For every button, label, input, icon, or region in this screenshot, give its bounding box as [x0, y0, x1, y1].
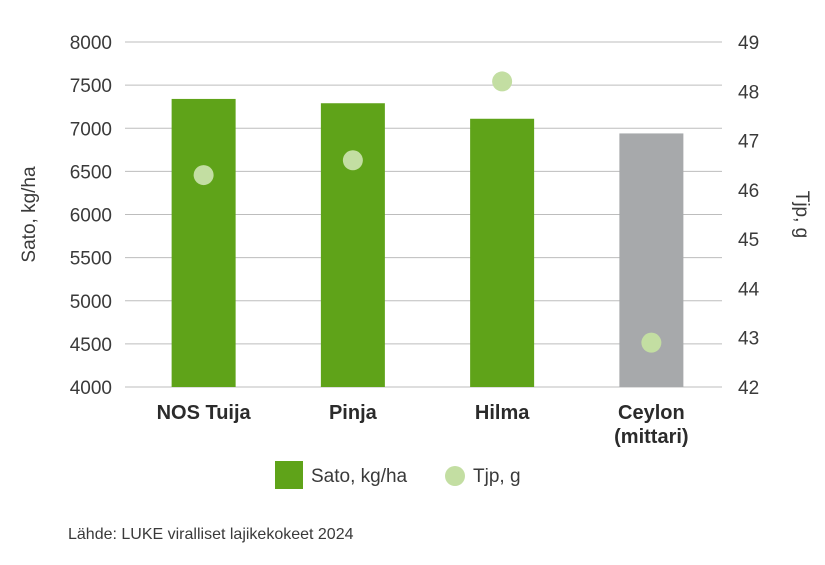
y-left-tick-label: 5000 — [70, 292, 112, 313]
y-right-tick-label: 43 — [738, 329, 759, 350]
legend-label-sato: Sato, kg/ha — [311, 466, 408, 487]
y-left-tick-label: 6000 — [70, 206, 112, 227]
legend-swatch-tjp — [445, 466, 465, 486]
y-left-tick-label: 5500 — [70, 249, 112, 270]
y-left-tick-label: 8000 — [70, 33, 112, 54]
x-category-label: NOS Tuija — [157, 402, 252, 424]
y-right-tick-label: 48 — [738, 82, 759, 103]
y-left-tick-label: 4500 — [70, 335, 112, 356]
y-left-tick-label: 7500 — [70, 76, 112, 97]
bar — [320, 103, 385, 388]
source-note: Lähde: LUKE viralliset lajikekokeet 2024 — [68, 526, 354, 543]
bar — [171, 98, 236, 388]
x-category-label: Hilma — [475, 402, 530, 424]
y-right-tick-label: 42 — [738, 378, 759, 399]
y-right-tick-label: 44 — [738, 279, 760, 300]
tjp-point — [492, 71, 513, 92]
tjp-point — [342, 150, 363, 171]
y-right-axis-title: Tjp, g — [791, 191, 812, 239]
legend-swatch-sato — [275, 461, 303, 489]
y-right-tick-label: 46 — [738, 181, 759, 202]
x-category-label: (mittari) — [614, 426, 688, 448]
y-right-tick-label: 47 — [738, 132, 759, 153]
y-right-tick-label: 45 — [738, 230, 759, 251]
y-left-tick-label: 7000 — [70, 119, 112, 140]
x-category-label: Ceylon — [618, 402, 685, 424]
legend-label-tjp: Tjp, g — [473, 466, 521, 487]
tjp-point — [641, 332, 662, 353]
y-left-axis-title: Sato, kg/ha — [19, 166, 40, 263]
bar — [470, 118, 535, 387]
y-right-tick-label: 49 — [738, 33, 759, 54]
x-category-label: Pinja — [329, 402, 378, 424]
y-left-tick-label: 4000 — [70, 378, 112, 399]
y-left-tick-label: 6500 — [70, 162, 112, 183]
tjp-point — [193, 165, 214, 186]
